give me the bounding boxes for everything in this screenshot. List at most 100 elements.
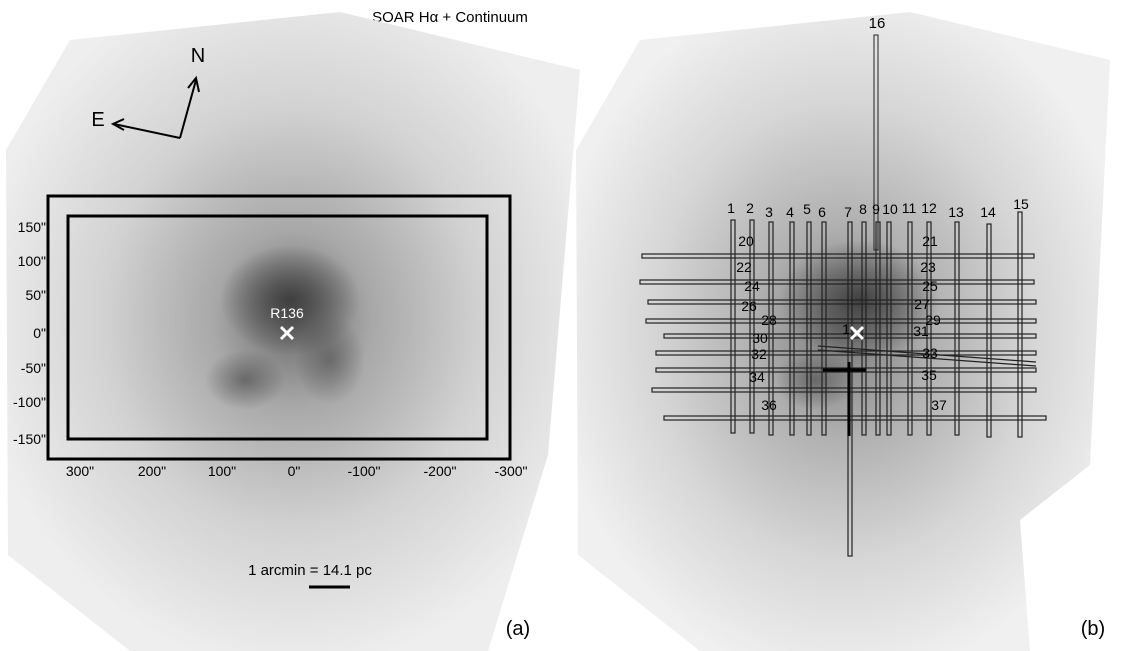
slit-label: 31 [913,323,929,339]
slit-label: 20 [738,233,754,249]
panel-a-label: (a) [506,618,530,640]
slit-label: 24 [744,278,760,294]
slit-label: 26 [741,298,757,314]
compass-east-head [110,118,125,131]
nebula-filament-a2 [295,315,365,405]
slit-label: 23 [920,259,936,275]
slit-label: 3 [765,204,773,220]
diagonal-slit [817,349,1037,367]
panel-b: 16 [576,12,1110,651]
target-label: R136 [270,305,304,321]
nebula-filament-a [205,350,285,410]
y-tick-label: -150" [13,431,46,447]
outer-frame [46,194,512,461]
vertical-slit [789,221,795,436]
horizontal-slit [639,279,1035,285]
y-tick-label: -100" [13,394,46,410]
vertical-slit [806,221,812,436]
slit-label: 2 [746,200,754,216]
horizontal-slit-labels: 20 21 22 23 24 25 26 27 28 29 30 31 32 3… [736,233,947,413]
horizontal-slit [651,387,1037,393]
vertical-slit [768,221,774,436]
horizontal-slit [655,350,1037,356]
nebula-filament-b [775,350,855,410]
vertical-slit [875,221,881,436]
compass-north-head [187,75,200,93]
vertical-slit [730,219,736,434]
y-tick-label: 100" [18,253,46,269]
center-slit-label: 1 [842,321,850,337]
vertical-slit [1017,211,1023,438]
slit-label: 34 [749,369,765,385]
horizontal-slit [655,367,1037,373]
slit-label-16: 16 [869,15,886,32]
horizontal-slit [645,318,1037,324]
slit-label: 7 [844,204,852,220]
y-tick-label: -50" [21,360,46,376]
y-tick-label: 150" [18,219,46,235]
slit-label: 9 [872,201,880,217]
horizontal-slit [663,415,1047,421]
slit-label: 4 [786,204,794,220]
x-tick-label: -300" [495,463,528,479]
compass-north-label: N [191,45,205,67]
slit-label: 29 [925,312,941,328]
slit-label: 33 [922,345,938,361]
slit-label: 25 [922,278,938,294]
y-axis: 150" 100" 50" 0" -50" -100" -150" [13,219,46,447]
slit-label: 11 [902,200,917,216]
horizontal-slit [647,299,1037,305]
x-tick-label: 300" [66,463,94,479]
compass-east-arrow [113,123,181,139]
x-tick-label: -100" [348,463,381,479]
slit-label: 10 [882,201,898,217]
y-tick-label: 0" [33,325,46,341]
x-tick-label: -200" [424,463,457,479]
vertical-slit [886,221,892,436]
vertical-slit [907,221,913,436]
slit-label: 14 [980,204,996,220]
compass-north-arrow [179,79,197,139]
x-tick-label: 100" [208,463,236,479]
target-marker [279,325,295,341]
x-axis: 300" 200" 100" 0" -100" -200" -300" [66,463,528,479]
y-tick-label: 50" [25,287,46,303]
slit-label: 28 [761,312,777,328]
slit-label: 15 [1013,196,1029,212]
slit-label: 21 [922,233,938,249]
slit-label: 13 [948,204,964,220]
slit-label: 35 [921,367,937,383]
slit-label: 37 [931,397,947,413]
horizontal-slits [639,253,1047,421]
compass-east-label: E [91,109,104,131]
vertical-slit-labels: 1 2 3 4 5 6 7 8 9 10 11 12 13 14 15 [727,196,1029,220]
slit-label: 12 [921,200,937,216]
panel-b-label: (b) [1081,618,1105,640]
slit-label: 32 [751,346,767,362]
slit-label: 22 [736,259,752,275]
slit-label: 5 [803,201,811,217]
slit-label: 8 [859,201,867,217]
diagonal-slit [817,345,1037,363]
center-cross [823,362,866,436]
horizontal-slit [641,253,1035,259]
compass-rose [110,75,200,139]
panel-a: N E 150" 100" 50" 0" -50" -100" -150" 30… [6,12,580,651]
x-tick-label: 0" [288,463,301,479]
vertical-slit [749,219,755,434]
slit-label: 6 [818,204,826,220]
slit-label: 30 [752,330,768,346]
x-tick-label: 200" [138,463,166,479]
vertical-slit [954,221,960,436]
target-marker-b [849,325,865,341]
slit-label: 1 [727,200,735,216]
inner-frame [66,214,489,441]
vertical-slit [986,223,992,438]
slit-label: 36 [761,397,777,413]
scale-bar-label: 1 arcmin = 14.1 pc [248,562,372,579]
slit-label: 27 [914,296,930,312]
vertical-slit [926,221,932,436]
vertical-slit [821,221,827,436]
figure-title: SOAR Hα + Continuum [372,9,528,26]
